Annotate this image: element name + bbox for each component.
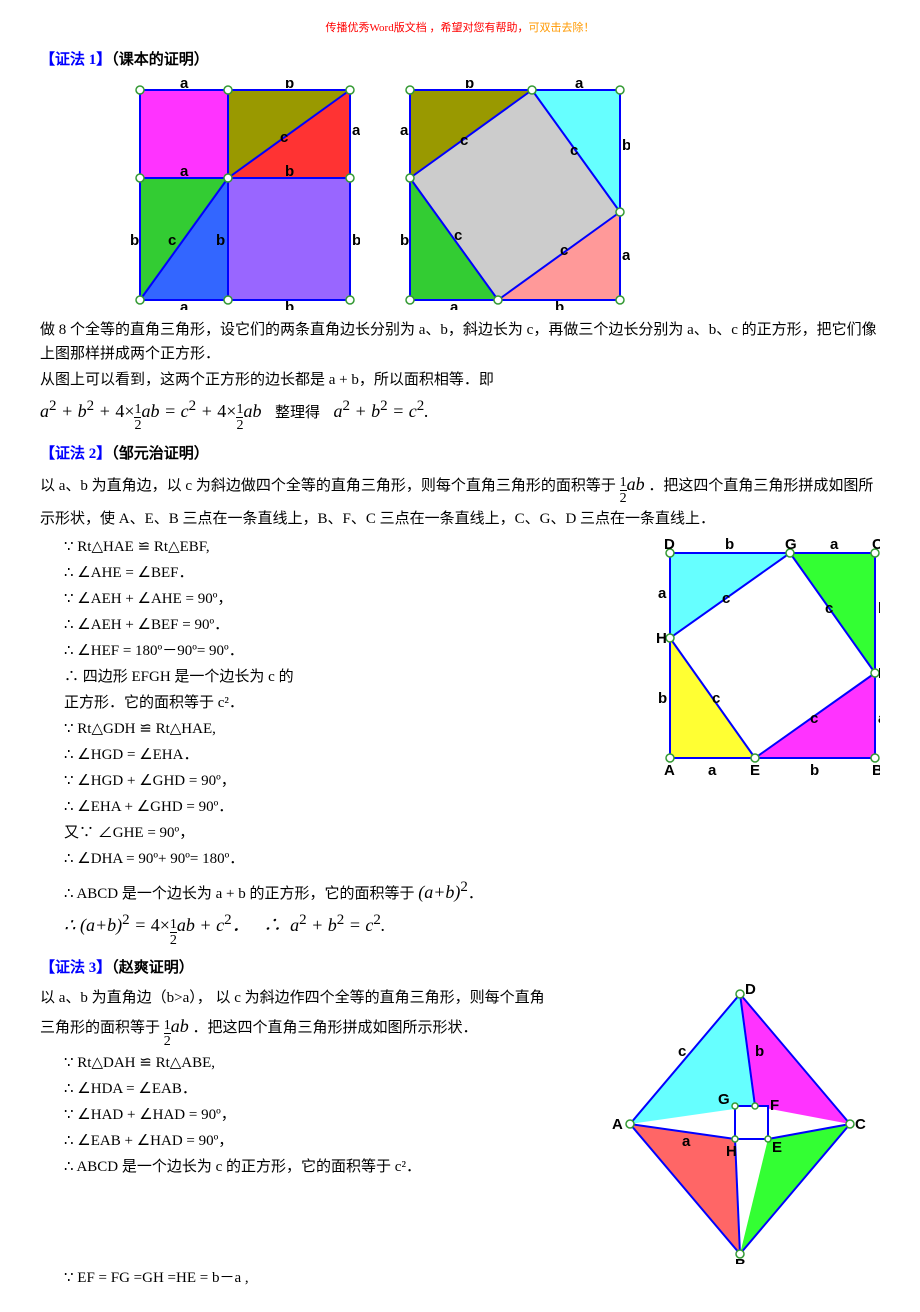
p2-l1: ∴ ∠AHE = ∠BEF． xyxy=(40,561,620,585)
svg-text:H: H xyxy=(726,1143,737,1160)
svg-text:b: b xyxy=(130,232,139,249)
svg-text:b: b xyxy=(555,299,564,310)
svg-text:G: G xyxy=(785,536,797,553)
p2-l4: ∴ ∠HEF = 180º－90º= 90º． xyxy=(40,639,620,663)
svg-text:a: a xyxy=(450,299,459,310)
svg-text:b: b xyxy=(465,80,474,92)
svg-text:b: b xyxy=(622,137,630,154)
p3-l1: ∴ ∠HDA = ∠EAB． xyxy=(40,1077,570,1101)
svg-text:c: c xyxy=(168,232,176,249)
svg-text:c: c xyxy=(810,710,818,727)
proof2-fig: D G C H F A E B b a a b b a a b c c c c xyxy=(650,533,880,793)
svg-text:c: c xyxy=(825,600,833,617)
p2-l11: 又∵ ∠GHE = 90º， xyxy=(40,821,620,845)
svg-text:E: E xyxy=(772,1139,782,1156)
p2-l3: ∴ ∠AEH + ∠BEF = 90º． xyxy=(40,613,620,637)
svg-text:b: b xyxy=(352,232,360,249)
svg-text:a: a xyxy=(400,122,409,139)
p2-eq1: ∴ (a+b)2 = 4×12ab + c2． ∴ a2 + b2 = c2. xyxy=(40,908,880,948)
proof1-figures: a b a b a b b a b b c c b a a b b a a b c c xyxy=(130,80,880,310)
svg-text:a: a xyxy=(682,1133,691,1150)
proof1-p1: 做 8 个全等的直角三角形，设它们的两条直角边长分别为 a、b，斜边长为 c，再… xyxy=(40,318,880,366)
svg-text:b: b xyxy=(216,232,225,249)
p2-l6: 正方形．它的面积等于 c²． xyxy=(40,691,620,715)
svg-text:F: F xyxy=(770,1097,779,1114)
svg-text:c: c xyxy=(280,129,288,146)
proof1-p2: 从图上可以看到，这两个正方形的边长都是 a + b，所以面积相等．即 xyxy=(40,368,880,392)
proof3-text: 以 a、b 为直角边（b>a）， 以 c 为斜边作四个全等的直角三角形，则每个直… xyxy=(40,984,570,1181)
svg-text:b: b xyxy=(725,536,734,553)
svg-text:a: a xyxy=(708,762,717,779)
svg-text:B: B xyxy=(872,762,880,779)
p2-l12: ∴ ∠DHA = 90º+ 90º= 180º． xyxy=(40,847,620,871)
svg-text:c: c xyxy=(560,242,568,259)
svg-text:a: a xyxy=(180,299,189,310)
p3-p2: 三角形的面积等于 12ab ．把这四个直角三角形拼成如图所示形状． xyxy=(40,1012,570,1049)
proof3-fig: D C B A c b a G F H E xyxy=(600,984,880,1264)
svg-text:c: c xyxy=(454,227,462,244)
proof3-row: 以 a、b 为直角边（b>a）， 以 c 为斜边作四个全等的直角三角形，则每个直… xyxy=(40,984,880,1264)
p3-p1: 以 a、b 为直角边（b>a）， 以 c 为斜边作四个全等的直角三角形，则每个直… xyxy=(40,986,570,1010)
proof2-text: ∵ Rt△HAE ≌ Rt△EBF, ∴ ∠AHE = ∠BEF． ∵ ∠AEH… xyxy=(40,533,620,873)
svg-text:C: C xyxy=(855,1116,866,1133)
svg-text:A: A xyxy=(664,762,675,779)
p3-l3: ∴ ∠EAB + ∠HAD = 90º， xyxy=(40,1129,570,1153)
proof3-title: 【证法 3】（赵爽证明） xyxy=(40,956,880,980)
svg-text:c: c xyxy=(712,690,720,707)
svg-text:G: G xyxy=(718,1091,730,1108)
p2-l8: ∴ ∠HGD = ∠EHA． xyxy=(40,743,620,767)
p2-l10: ∴ ∠EHA + ∠GHD = 90º． xyxy=(40,795,620,819)
svg-text:D: D xyxy=(664,536,675,553)
proof1-fig-left: a b a b a b b a b b c c xyxy=(130,80,360,310)
svg-text:A: A xyxy=(612,1116,623,1133)
p2-l5: ∴ 四边形 EFGH 是一个边长为 c 的 xyxy=(40,665,620,689)
svg-text:C: C xyxy=(872,536,880,553)
svg-text:H: H xyxy=(656,630,667,647)
p3-l0: ∵ Rt△DAH ≌ Rt△ABE, xyxy=(40,1051,570,1075)
svg-text:a: a xyxy=(575,80,584,92)
svg-text:b: b xyxy=(755,1043,764,1060)
p3-l4: ∴ ABCD 是一个边长为 c 的正方形，它的面积等于 c²． xyxy=(40,1155,570,1179)
p3-l2: ∵ ∠HAD + ∠HAD = 90º， xyxy=(40,1103,570,1127)
svg-text:b: b xyxy=(658,690,667,707)
svg-text:a: a xyxy=(622,247,630,264)
svg-text:a: a xyxy=(878,710,880,727)
proof2-intro: 以 a、b 为直角边，以 c 为斜边做四个全等的直角三角形，则每个直角三角形的面… xyxy=(40,470,880,531)
p3-ef: ∵ EF = FG =GH =HE = b－a , xyxy=(40,1266,880,1290)
svg-text:D: D xyxy=(745,984,756,998)
svg-text:c: c xyxy=(570,142,578,159)
svg-text:b: b xyxy=(878,600,880,617)
svg-text:b: b xyxy=(400,232,409,249)
svg-text:a: a xyxy=(180,163,189,180)
svg-text:E: E xyxy=(750,762,760,779)
svg-text:b: b xyxy=(285,80,294,92)
svg-text:B: B xyxy=(735,1256,746,1264)
svg-text:b: b xyxy=(285,163,294,180)
proof1-fig-right: b a a b b a a b c c c c xyxy=(400,80,630,310)
p2-l9: ∵ ∠HGD + ∠GHD = 90º， xyxy=(40,769,620,793)
header-orange: 可双击去除！ xyxy=(528,22,594,34)
header-note: 传播优秀Word版文档 ，希望对您有帮助，可双击去除！ xyxy=(40,20,880,38)
proof2-title: 【证法 2】（邹元治证明） xyxy=(40,442,880,466)
svg-text:a: a xyxy=(352,122,360,139)
svg-text:b: b xyxy=(810,762,819,779)
p2-sq: ∴ ABCD 是一个边长为 a + b 的正方形，它的面积等于 (a+b)2． xyxy=(40,875,880,907)
svg-text:a: a xyxy=(830,536,839,553)
svg-text:c: c xyxy=(460,132,468,149)
proof1-eq: a2 + b2 + 4×12ab = c2 + 4×12ab 整理得 a2 + … xyxy=(40,394,880,434)
svg-text:b: b xyxy=(285,299,294,310)
svg-text:c: c xyxy=(722,590,730,607)
svg-text:F: F xyxy=(878,665,880,682)
header-red: 传播优秀Word版文档 ，希望对您有帮助， xyxy=(326,22,529,34)
proof2-row: ∵ Rt△HAE ≌ Rt△EBF, ∴ ∠AHE = ∠BEF． ∵ ∠AEH… xyxy=(40,533,880,873)
p2-l0: ∵ Rt△HAE ≌ Rt△EBF, xyxy=(40,535,620,559)
svg-text:a: a xyxy=(180,80,189,92)
p2-l2: ∵ ∠AEH + ∠AHE = 90º， xyxy=(40,587,620,611)
proof1-title: 【证法 1】（课本的证明） xyxy=(40,48,880,72)
svg-text:c: c xyxy=(678,1043,686,1060)
svg-text:a: a xyxy=(658,585,667,602)
p2-l7: ∵ Rt△GDH ≌ Rt△HAE, xyxy=(40,717,620,741)
